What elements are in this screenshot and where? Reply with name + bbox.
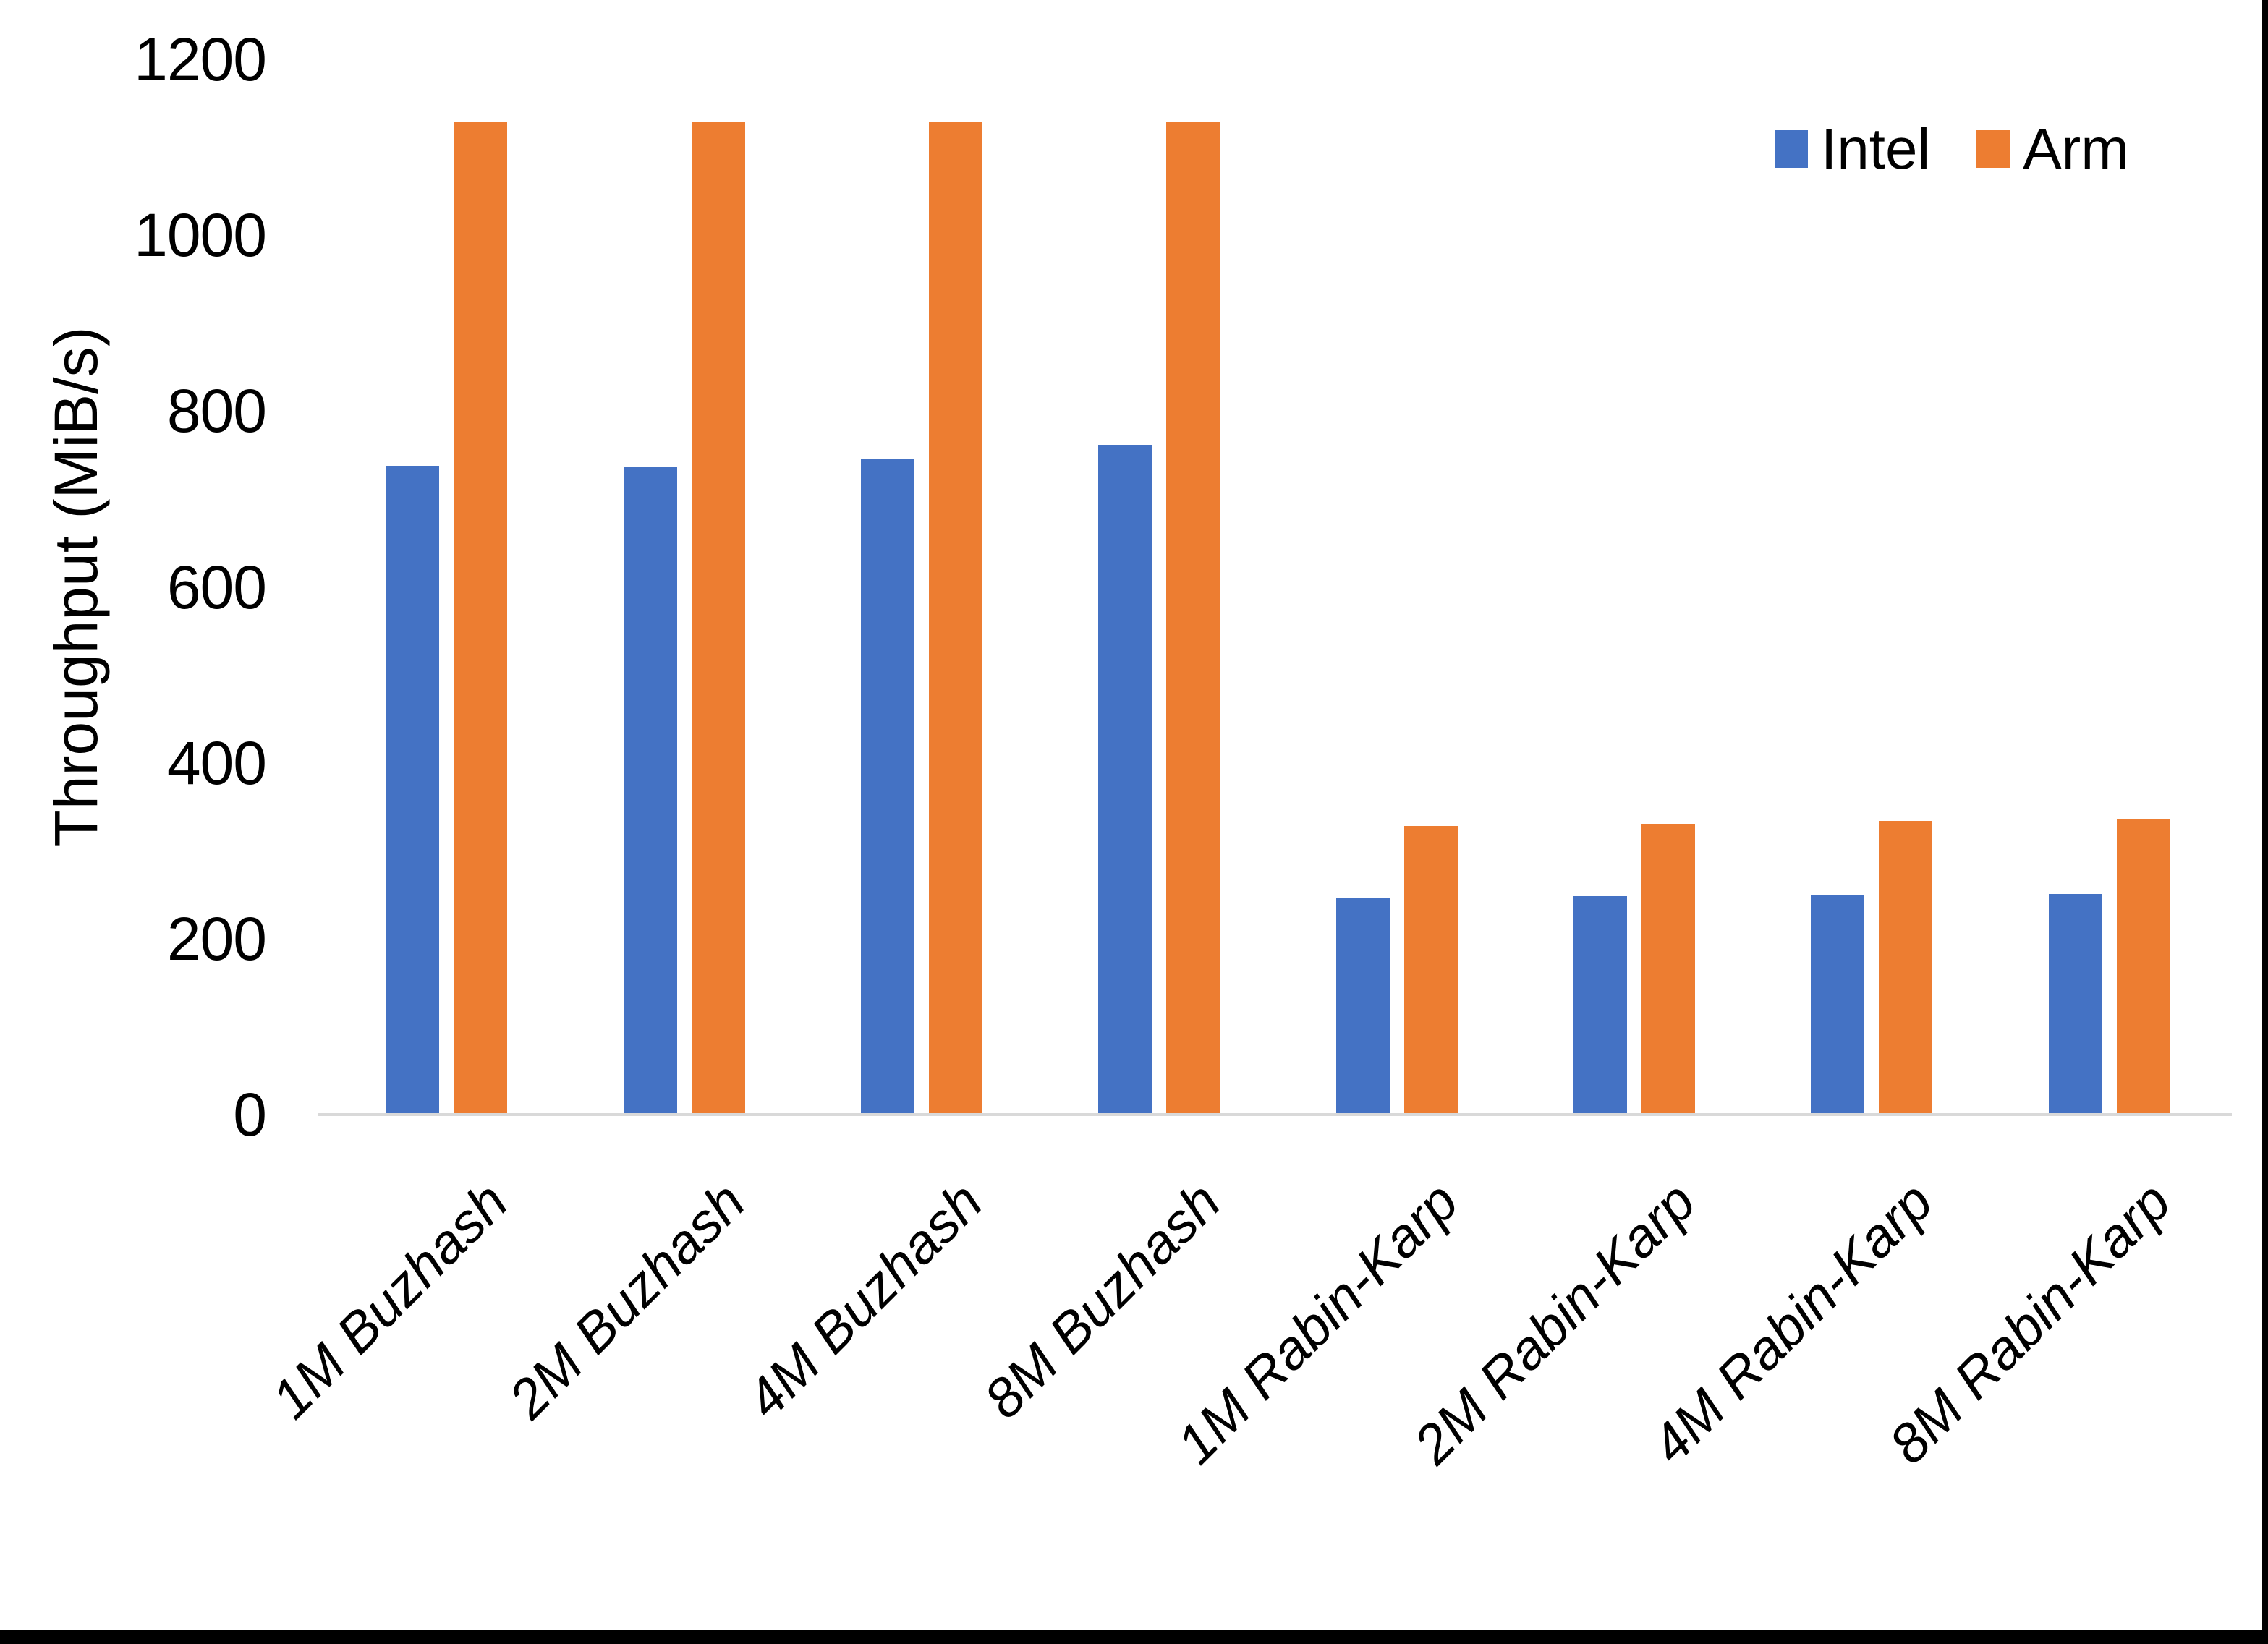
- legend-label-intel: Intel: [1821, 116, 1931, 181]
- y-tick-label: 1000: [134, 201, 267, 270]
- x-axis-line: [318, 1113, 2232, 1116]
- x-axis-label: 2M Buzhash: [497, 1170, 757, 1431]
- legend-label-arm: Arm: [2023, 116, 2129, 181]
- screenshot-right-border: [2262, 0, 2268, 1644]
- intel-swatch-icon: [1775, 130, 1808, 168]
- legend-item-arm: Arm: [1976, 116, 2129, 181]
- bar-arm-1m-rabin-karp: [1404, 826, 1458, 1115]
- bar-arm-8m-buzhash: [1166, 122, 1220, 1115]
- bar-intel-4m-buzhash: [861, 459, 914, 1115]
- arm-swatch-icon: [1976, 130, 2010, 168]
- screenshot-bottom-border: [0, 1630, 2268, 1644]
- x-axis-label: 1M Buzhash: [260, 1170, 519, 1431]
- y-tick-label: 0: [233, 1081, 267, 1149]
- bar-arm-2m-rabin-karp: [1641, 824, 1695, 1115]
- bar-intel-2m-buzhash: [624, 467, 677, 1115]
- bar-arm-1m-buzhash: [454, 122, 507, 1115]
- bar-intel-1m-buzhash: [386, 466, 439, 1115]
- bar-arm-8m-rabin-karp: [2117, 819, 2170, 1115]
- y-tick-label: 200: [166, 904, 267, 973]
- bar-arm-4m-buzhash: [929, 122, 982, 1115]
- legend-item-intel: Intel: [1775, 116, 1931, 181]
- bar-intel-8m-rabin-karp: [2049, 894, 2102, 1115]
- bar-intel-2m-rabin-karp: [1573, 896, 1627, 1115]
- x-axis-label: 4M Buzhash: [734, 1170, 995, 1431]
- legend: Intel Arm: [1775, 116, 2129, 181]
- plot-area: [328, 59, 2228, 1115]
- y-tick-label: 800: [166, 377, 267, 446]
- y-tick-label: 400: [166, 728, 267, 797]
- x-axis-label: 8M Buzhash: [972, 1170, 1233, 1431]
- bar-arm-2m-buzhash: [692, 122, 745, 1115]
- bar-intel-1m-rabin-karp: [1336, 898, 1390, 1115]
- bar-intel-4m-rabin-karp: [1811, 895, 1864, 1115]
- y-tick-label: 600: [166, 553, 267, 621]
- bar-arm-4m-rabin-karp: [1879, 821, 1932, 1115]
- bar-intel-8m-buzhash: [1098, 445, 1152, 1115]
- y-tick-label: 1200: [134, 25, 267, 93]
